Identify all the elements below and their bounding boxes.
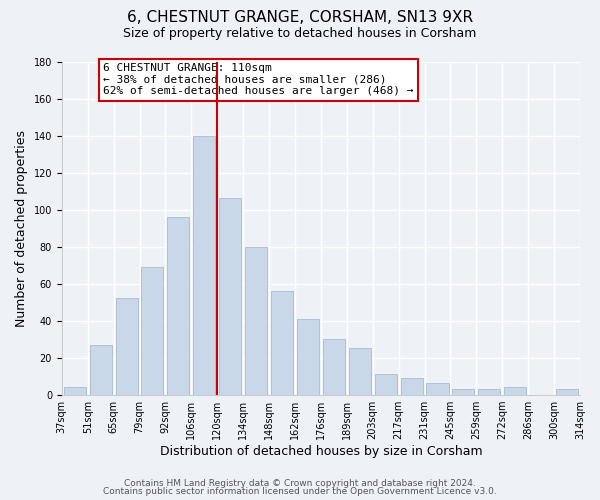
Bar [504, 387, 526, 394]
Text: Contains public sector information licensed under the Open Government Licence v3: Contains public sector information licen… [103, 487, 497, 496]
Bar [167, 217, 190, 394]
Bar [401, 378, 422, 394]
Bar [556, 389, 578, 394]
Text: 6 CHESTNUT GRANGE: 110sqm
← 38% of detached houses are smaller (286)
62% of semi: 6 CHESTNUT GRANGE: 110sqm ← 38% of detac… [103, 63, 414, 96]
Bar [323, 339, 345, 394]
Bar [219, 198, 241, 394]
Bar [89, 344, 112, 395]
Bar [478, 389, 500, 394]
Bar [142, 267, 163, 394]
Bar [297, 318, 319, 394]
Bar [452, 389, 475, 394]
Bar [271, 291, 293, 395]
X-axis label: Distribution of detached houses by size in Corsham: Distribution of detached houses by size … [160, 444, 482, 458]
Y-axis label: Number of detached properties: Number of detached properties [15, 130, 28, 326]
Text: Contains HM Land Registry data © Crown copyright and database right 2024.: Contains HM Land Registry data © Crown c… [124, 478, 476, 488]
Bar [349, 348, 371, 395]
Bar [245, 246, 267, 394]
Bar [116, 298, 137, 394]
Bar [64, 387, 86, 394]
Bar [193, 136, 215, 394]
Bar [374, 374, 397, 394]
Bar [427, 384, 449, 394]
Text: 6, CHESTNUT GRANGE, CORSHAM, SN13 9XR: 6, CHESTNUT GRANGE, CORSHAM, SN13 9XR [127, 10, 473, 25]
Text: Size of property relative to detached houses in Corsham: Size of property relative to detached ho… [124, 28, 476, 40]
